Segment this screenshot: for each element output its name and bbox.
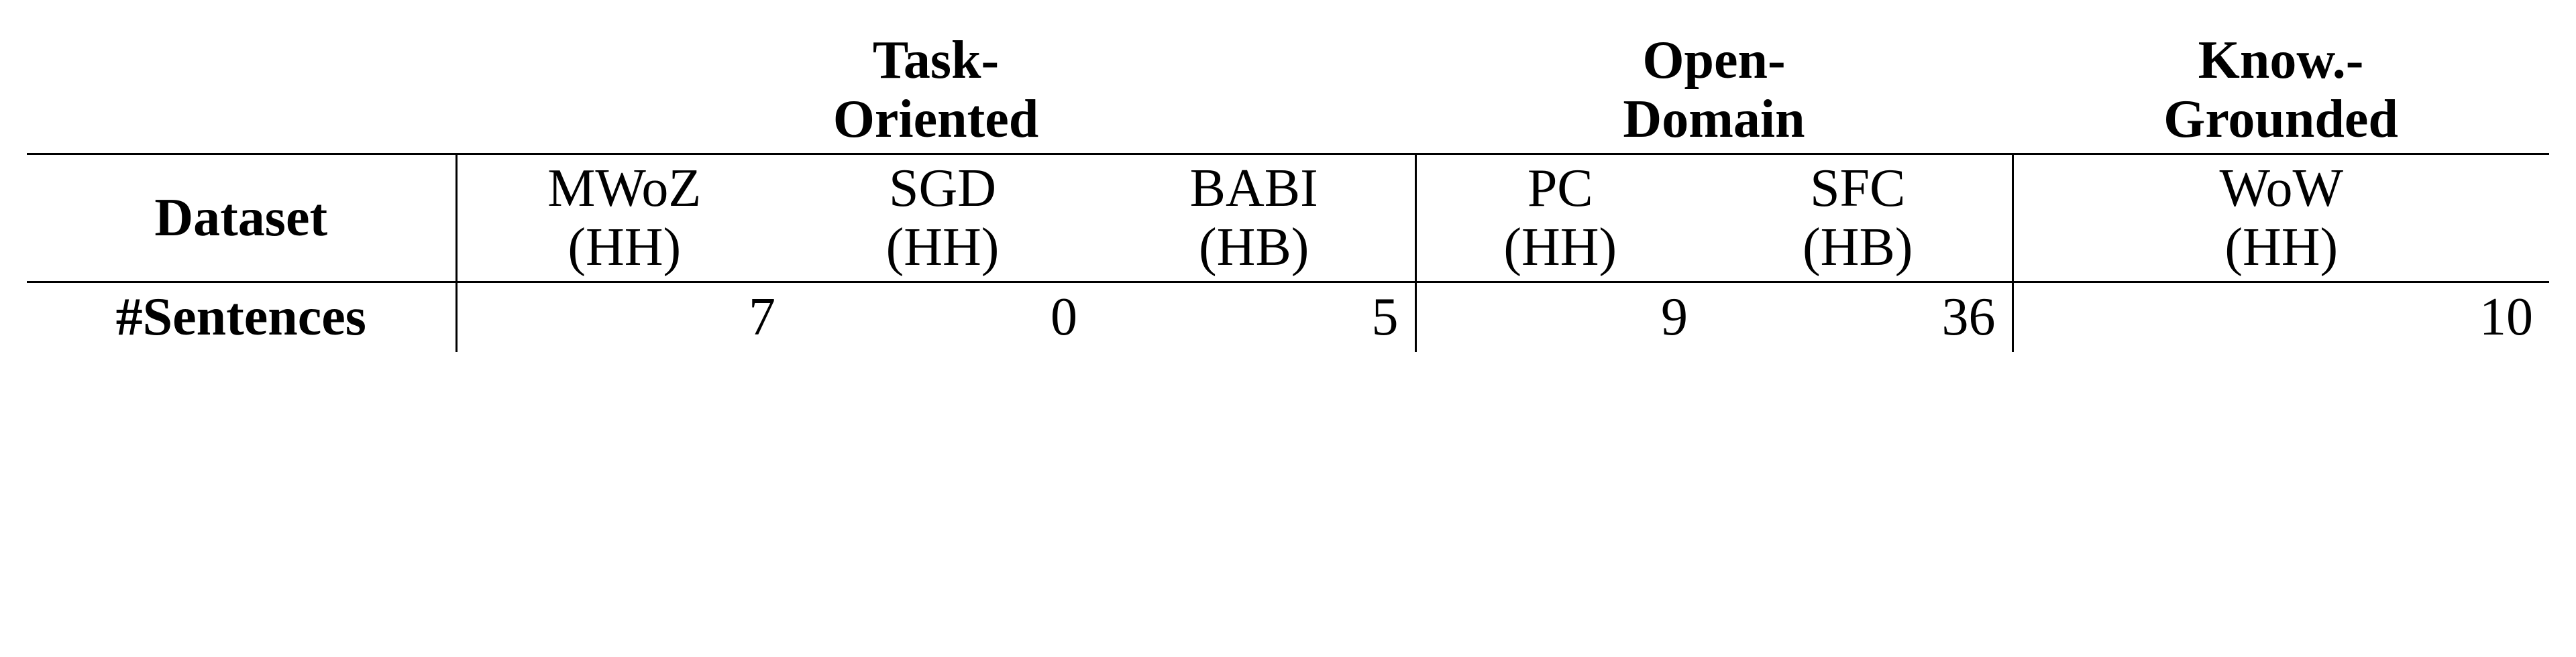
header-task-oriented-l2: Oriented <box>833 90 1039 149</box>
header-task-oriented-l1: Task- <box>873 31 999 90</box>
dataset-babi-name: BABI <box>1190 159 1318 218</box>
cell-dataset-pc: PC (HH) <box>1415 154 1704 282</box>
cell-sent-pc: 9 <box>1415 282 1704 353</box>
table-header-row: Task- Oriented Open- Domain Know.- Groun… <box>27 27 2549 154</box>
dataset-sfc-setting: (HB) <box>1803 218 1913 277</box>
dataset-wow-name: WoW <box>2219 159 2343 218</box>
header-know-grounded-l1: Know.- <box>2198 31 2364 90</box>
datasets-table: Task- Oriented Open- Domain Know.- Groun… <box>27 27 2549 352</box>
dataset-wow-setting: (HH) <box>2224 218 2338 277</box>
cell-sent-babi: 5 <box>1093 282 1415 353</box>
cell-dataset-sgd: SGD (HH) <box>792 154 1093 282</box>
dataset-babi-setting: (HB) <box>1199 218 1309 277</box>
dataset-sfc-name: SFC <box>1810 159 1905 218</box>
table-row: Dataset MWoZ (HH) SGD (HH) BABI (HB) PC … <box>27 154 2549 282</box>
cell-sent-sfc: 36 <box>1704 282 2012 353</box>
header-open-domain-l1: Open- <box>1642 31 1785 90</box>
header-open-domain-l2: Domain <box>1623 90 1805 149</box>
header-open-domain: Open- Domain <box>1415 27 2012 154</box>
dataset-mwoz-name: MWoZ <box>547 159 701 218</box>
header-know-grounded-l2: Grounded <box>2163 90 2398 149</box>
dataset-sgd-setting: (HH) <box>886 218 1000 277</box>
cell-dataset-mwoz: MWoZ (HH) <box>456 154 792 282</box>
dataset-mwoz-setting: (HH) <box>568 218 681 277</box>
dataset-sgd-name: SGD <box>889 159 996 218</box>
cell-dataset-babi: BABI (HB) <box>1093 154 1415 282</box>
cell-sent-sgd: 0 <box>792 282 1093 353</box>
header-blank <box>27 27 456 154</box>
header-task-oriented: Task- Oriented <box>456 27 1415 154</box>
cell-dataset-wow: WoW (HH) <box>2012 154 2549 282</box>
cell-dataset-sfc: SFC (HB) <box>1704 154 2012 282</box>
cell-sent-mwoz: 7 <box>456 282 792 353</box>
dataset-pc-name: PC <box>1527 159 1593 218</box>
dataset-pc-setting: (HH) <box>1503 218 1617 277</box>
header-know-grounded: Know.- Grounded <box>2012 27 2549 154</box>
rowlabel-dataset: Dataset <box>27 154 456 282</box>
cell-sent-wow: 10 <box>2012 282 2549 353</box>
table-row: #Sentences 7 0 5 9 36 10 <box>27 282 2549 353</box>
rowlabel-sentences: #Sentences <box>27 282 456 353</box>
